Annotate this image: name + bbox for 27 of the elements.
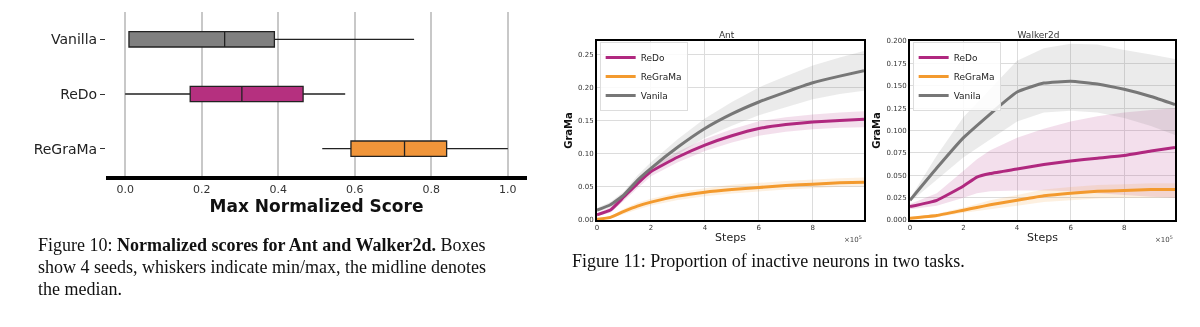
y-tick-label: ReDo [60, 85, 98, 102]
legend-label: ReDo [640, 52, 665, 63]
line-series [910, 79, 1175, 202]
x-tick-label: 1.0 [499, 182, 517, 196]
legend-label: ReDo [953, 52, 978, 63]
text: Normalized scores for Ant and Walker2d. [117, 235, 436, 255]
legend-label: ReGraMa [953, 71, 995, 82]
chart-title: Ant [718, 29, 735, 40]
chart-title: Walker2d [1017, 29, 1060, 40]
x-tick-label: 0.2 [192, 182, 211, 196]
x-axis-title: Steps [715, 231, 747, 245]
x-axis-title: Max Normalized Score [209, 195, 424, 216]
legend-label: Vanila [640, 90, 668, 101]
x-tick-label: 0.8 [422, 182, 441, 196]
y-axis-title: GraMa [562, 112, 574, 149]
caption: Figure 10: [38, 235, 113, 255]
x-tick-label: 0.6 [346, 182, 364, 196]
caption: Figure 11: Proportion of inactive neurons in two tasks. [572, 250, 966, 272]
x-tick-label: 0.0 [116, 182, 134, 196]
y-axis-title: GraMa [871, 112, 883, 149]
y-tick-label: ReGraMa [33, 140, 98, 157]
x-axis-title: Steps [1027, 231, 1059, 245]
legend-label: ReGraMa [640, 71, 682, 82]
x-tick-label: 0.4 [269, 182, 287, 196]
line-series [910, 146, 1175, 209]
y-tick-label: Vanilla [51, 31, 98, 48]
legend-label: Vanila [953, 90, 981, 101]
